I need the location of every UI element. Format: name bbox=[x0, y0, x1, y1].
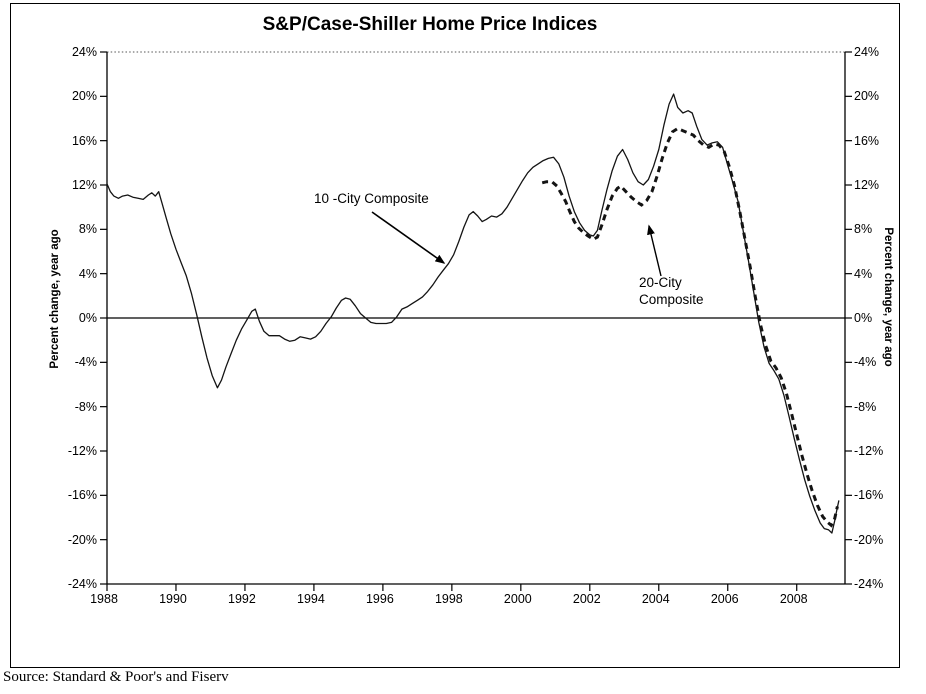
twenty-city-composite-line bbox=[541, 126, 839, 528]
left-y-tick-label: -12% bbox=[67, 444, 97, 458]
right-y-tick-label: -16% bbox=[854, 488, 884, 503]
left-y-tick-label: 24% bbox=[71, 45, 97, 59]
twenty-city-annotation-line1: 20-City bbox=[639, 275, 682, 290]
x-tick-label: 1996 bbox=[365, 592, 394, 606]
x-tick-label: 1994 bbox=[297, 592, 325, 606]
right-y-tick-label: -12% bbox=[854, 444, 884, 458]
x-tick-label: 1990 bbox=[159, 592, 187, 606]
twenty-city-annotation-line2: Composite bbox=[639, 292, 704, 307]
ten-city-annotation-label: 10 -City Composite bbox=[314, 191, 429, 206]
left-y-tick-label: 12% bbox=[71, 178, 97, 192]
x-tick-label: 2000 bbox=[503, 592, 532, 606]
right-y-tick-label: 8% bbox=[854, 222, 873, 237]
left-y-tick-label: -20% bbox=[67, 532, 97, 547]
right-y-tick-label: 4% bbox=[854, 266, 873, 281]
right-y-tick-label: -8% bbox=[854, 399, 877, 414]
left-y-tick-label: 16% bbox=[71, 133, 97, 148]
left-y-tick-label: 8% bbox=[78, 222, 97, 237]
left-y-tick-label: -8% bbox=[74, 399, 97, 414]
right-y-tick-label: -4% bbox=[854, 355, 877, 370]
left-y-tick-label: 20% bbox=[71, 89, 97, 104]
left-y-tick-label: 4% bbox=[78, 266, 97, 281]
x-tick-label: 1998 bbox=[434, 592, 463, 606]
ten-city-composite-line bbox=[106, 93, 840, 534]
right-y-tick-label: 12% bbox=[854, 178, 880, 192]
gridlines bbox=[107, 51, 845, 319]
source-note: Source: Standard & Poor's and Fiserv bbox=[3, 669, 229, 685]
ten-city-annotation-arrow bbox=[371, 211, 446, 264]
x-tick-label: 2006 bbox=[710, 592, 739, 606]
right-y-tick-label: -20% bbox=[854, 532, 884, 547]
right-axis-title: Percent change, year ago bbox=[882, 227, 894, 367]
right-y-tick-label: -24% bbox=[854, 577, 884, 591]
right-y-tick-label: 16% bbox=[854, 133, 880, 148]
left-y-tick-label: -16% bbox=[67, 488, 97, 503]
x-tick-label: 1988 bbox=[90, 592, 118, 606]
figure-border bbox=[10, 3, 900, 668]
left-axis-title: Percent change, year ago bbox=[49, 229, 61, 369]
x-tick-label: 1992 bbox=[228, 592, 256, 606]
twenty-city-annotation-label: 20-City Composite bbox=[639, 274, 704, 308]
x-tick-label: 2004 bbox=[641, 592, 670, 606]
axis-ticks bbox=[100, 51, 852, 591]
chart-title: S&P/Case-Shiller Home Price Indices bbox=[262, 14, 598, 35]
right-y-tick-label: 0% bbox=[854, 311, 873, 325]
left-y-tick-label: 0% bbox=[78, 311, 97, 325]
left-y-tick-label: -24% bbox=[67, 577, 97, 591]
twenty-city-annotation-arrow bbox=[647, 224, 662, 277]
right-y-tick-label: 24% bbox=[854, 45, 880, 59]
right-y-tick-label: 20% bbox=[854, 89, 880, 104]
x-tick-label: 2002 bbox=[572, 592, 601, 606]
left-y-tick-label: -4% bbox=[74, 355, 97, 370]
x-tick-label: 2008 bbox=[779, 592, 808, 606]
